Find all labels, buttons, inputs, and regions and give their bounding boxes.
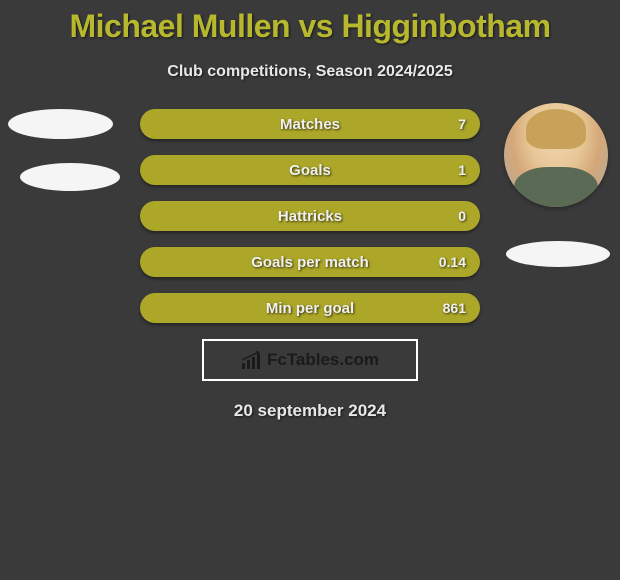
stat-value-right: 861: [443, 300, 466, 316]
player-right-avatar: [504, 103, 608, 207]
stat-value-right: 0.14: [439, 254, 466, 270]
stat-value-right: 7: [458, 116, 466, 132]
stat-row: Goals per match 0.14: [140, 247, 480, 277]
player-right-name-placeholder: [506, 241, 610, 267]
stat-value-right: 0: [458, 208, 466, 224]
logo-text: FcTables.com: [267, 350, 379, 370]
date-text: 20 september 2024: [0, 401, 620, 421]
player-left-name-placeholder: [20, 163, 120, 191]
stat-value-right: 1: [458, 162, 466, 178]
logo-box: FcTables.com: [202, 339, 418, 381]
player-left-avatar-placeholder: [8, 109, 113, 139]
stat-rows: Matches 7 Goals 1 Hattricks 0 Goals per …: [140, 109, 480, 323]
stat-row: Matches 7: [140, 109, 480, 139]
stat-label: Hattricks: [278, 208, 342, 225]
stat-row: Hattricks 0: [140, 201, 480, 231]
comparison-card: Michael Mullen vs Higginbotham Club comp…: [0, 0, 620, 421]
stat-label: Goals per match: [251, 254, 369, 271]
page-title: Michael Mullen vs Higginbotham: [0, 8, 620, 45]
stat-row: Min per goal 861: [140, 293, 480, 323]
barchart-icon: [241, 351, 263, 369]
subtitle: Club competitions, Season 2024/2025: [0, 63, 620, 81]
stat-label: Goals: [289, 162, 331, 179]
stat-row: Goals 1: [140, 155, 480, 185]
stats-area: Matches 7 Goals 1 Hattricks 0 Goals per …: [0, 109, 620, 323]
stat-label: Min per goal: [266, 300, 354, 317]
stat-label: Matches: [280, 116, 340, 133]
